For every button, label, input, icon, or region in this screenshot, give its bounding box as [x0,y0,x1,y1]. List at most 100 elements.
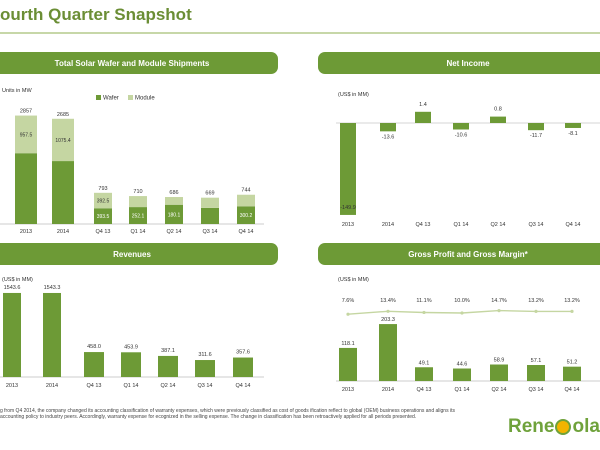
shipments-header: Total Solar Wafer and Module Shipments [0,52,278,74]
total-label: 744 [241,188,250,194]
net-income-unit-label: (US$ in MM) [338,92,369,98]
gross-margin-label: 13.2% [528,298,544,304]
revenues-chart: (US$ in MM) 1543.6 2013 1543.3 2014 458.0 Q4 1… [0,277,264,389]
net-income-panel: Net Income (US$ in MM) -149.9 2013 -13.6 201… [318,52,600,232]
revenue-value-label: 311.6 [198,352,211,358]
total-label: 686 [169,190,178,196]
gross-profit-header: Gross Profit and Gross Margin* [318,243,600,265]
wafer-value-label: 252.1 [132,214,145,220]
x-tick-label: 2014 [57,229,69,235]
total-label: 710 [133,189,142,195]
x-tick-label: 2013 [20,229,32,235]
module-bar [201,197,219,208]
wafer-bar [165,204,183,224]
wafer-value-label: 300.2 [240,213,253,219]
revenue-bar [121,352,141,377]
gross-profit-value-label: 57.1 [531,358,542,364]
net-income-value-label: -10.6 [455,133,468,139]
x-tick-label: Q2 14 [161,383,176,389]
wafer-bar [237,206,255,224]
net-income-value-label: -149.9 [340,205,356,211]
page-title: ourth Quarter Snapshot [0,5,192,24]
gross-profit-unit-label: (US$ in MM) [338,277,369,283]
wafer-bar [129,207,147,224]
logo-text-1: Rene [508,416,555,437]
logo-text-2: ola [572,416,600,437]
gross-profit-value-label: 203.3 [381,317,395,323]
module-bar [129,196,147,208]
revenue-value-label: 357.6 [236,350,250,356]
net-income-header: Net Income [318,52,600,74]
gross-margin-point [386,309,390,313]
revenue-value-label: 387.1 [161,348,175,354]
total-label: 793 [98,186,107,192]
x-tick-label: Q3 14 [529,387,544,393]
module-bar [165,197,183,205]
shipments-panel: Total Solar Wafer and Module Shipments U… [0,52,278,235]
total-label: 669 [205,191,214,197]
legend-module-swatch [128,95,133,100]
x-tick-label: Q3 14 [529,222,544,228]
gross-profit-chart: (US$ in MM) 7.6% 13.4% 11.1% 10.0% 14.7% 13.2%… [336,277,600,393]
gross-profit-value-label: 51.2 [567,360,578,366]
revenues-header: Revenues [0,243,278,265]
net-income-value-label: 1.4 [419,102,427,108]
x-tick-label: Q4 14 [239,229,254,235]
revenue-bar [195,360,215,377]
x-tick-label: Q4 14 [565,387,580,393]
x-tick-label: Q4 13 [96,229,111,235]
revenue-value-label: 453.9 [124,344,138,350]
x-tick-label: Q1 14 [455,387,470,393]
net-income-bar [528,123,544,131]
revenues-unit-label: (US$ in MM) [2,277,33,283]
net-income-chart: (US$ in MM) -149.9 2013 -13.6 2014 1.4 Q4 13 -1… [336,92,600,228]
revenue-value-label: 458.0 [87,344,101,350]
revenue-value-label: 1543.3 [44,285,61,291]
x-tick-label: 2013 [342,222,354,228]
x-tick-label: Q2 14 [491,222,506,228]
gross-margin-point [460,311,464,315]
gross-margin-point [570,309,574,313]
net-income-value-label: -11.7 [530,133,542,139]
net-income-bar [490,116,506,123]
module-value-label: 392.5 [97,199,110,205]
gross-margin-point [346,312,350,316]
wafer-bar [52,161,74,224]
gross-profit-bar [415,367,433,381]
x-tick-label: 2014 [382,387,394,393]
gross-margin-label: 13.4% [380,298,396,304]
x-tick-label: 2013 [6,383,18,389]
logo-sun-icon [555,419,572,435]
x-tick-label: Q4 14 [566,222,581,228]
net-income-bar [340,123,356,215]
x-tick-label: Q4 13 [416,222,431,228]
gross-profit-bar [490,364,508,381]
net-income-bar [565,123,581,128]
x-tick-label: Q4 13 [87,383,102,389]
legend-module-label: Module [135,96,155,102]
x-tick-label: Q1 14 [124,383,139,389]
revenue-bar [233,357,253,377]
total-label: 2685 [57,112,69,118]
wafer-bar [201,207,219,224]
net-income-bar [453,123,469,130]
gross-profit-value-label: 44.6 [457,362,468,368]
module-bar [237,194,255,207]
total-label: 2857 [20,109,32,115]
title-divider [0,32,600,34]
revenue-bar [158,355,178,377]
x-tick-label: 2014 [46,383,58,389]
net-income-bar [380,123,396,132]
revenues-panel: Revenues (US$ in MM) 1543.6 2013 1543.3 2014… [0,243,278,403]
revenue-value-label: 1543.6 [4,285,21,291]
gross-profit-bar [339,347,357,381]
wafer-bar [15,153,37,224]
gross-profit-value-label: 49.1 [419,360,430,366]
gross-profit-value-label: 118.1 [341,341,354,347]
gross-profit-bar [453,368,471,381]
module-bar [52,118,74,162]
x-tick-label: Q2 14 [492,387,507,393]
x-tick-label: 2014 [382,222,394,228]
net-income-value-label: -8.1 [568,131,577,137]
x-tick-label: Q4 14 [236,383,251,389]
